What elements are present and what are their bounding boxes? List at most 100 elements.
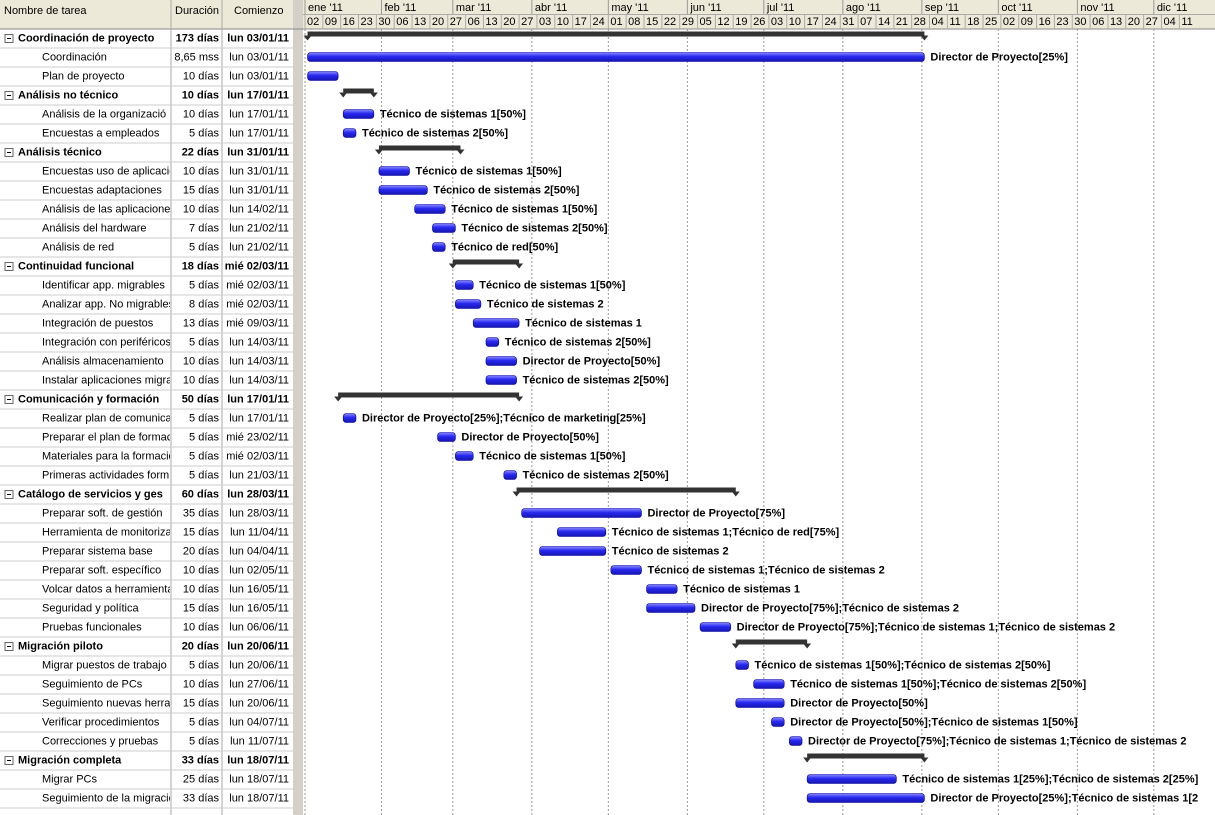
task-bar[interactable]: [455, 299, 482, 309]
task-bar[interactable]: [485, 356, 517, 366]
task-duration: 33 días: [182, 754, 219, 766]
task-name[interactable]: Análisis del hardware: [42, 222, 147, 234]
week-label: 28: [914, 16, 926, 28]
task-name[interactable]: Análisis almacenamiento: [42, 355, 164, 367]
task-name[interactable]: Continuidad funcional: [18, 260, 134, 272]
task-duration: 8 días: [189, 298, 219, 310]
task-bar[interactable]: [378, 185, 428, 195]
task-name[interactable]: Analizar app. No migrables: [42, 298, 175, 310]
task-bar[interactable]: [789, 736, 803, 746]
task-bar[interactable]: [610, 565, 642, 575]
task-bar[interactable]: [753, 679, 785, 689]
task-name[interactable]: Plan de proyecto: [42, 70, 125, 82]
task-bar[interactable]: [342, 128, 357, 138]
column-header[interactable]: Comienzo: [234, 5, 284, 17]
task-name[interactable]: Análisis técnico: [18, 146, 102, 158]
task-name[interactable]: Volcar datos a herramienta: [42, 583, 174, 595]
task-bar[interactable]: [503, 470, 517, 480]
task-name[interactable]: Coordinación de proyecto: [18, 32, 155, 44]
task-name[interactable]: Coordinación: [42, 51, 107, 63]
task-name[interactable]: Integración de puestos: [42, 317, 154, 329]
summary-bar: [516, 487, 736, 493]
task-name[interactable]: Análisis de las aplicacione: [42, 203, 170, 215]
task-name[interactable]: Seguimiento de la migració: [42, 792, 175, 804]
summary-end: [512, 491, 521, 497]
task-bar[interactable]: [472, 318, 520, 328]
task-bar[interactable]: [455, 451, 474, 461]
task-name[interactable]: Migrar PCs: [42, 773, 98, 785]
task-start: lun 03/01/11: [229, 70, 289, 82]
task-name[interactable]: Análisis no técnico: [18, 89, 119, 101]
task-name[interactable]: Preparar el plan de formac: [42, 431, 173, 443]
resource-label: Director de Proyecto[25%];Técnico de mar…: [362, 412, 646, 424]
task-name[interactable]: Comunicación y formación: [18, 393, 159, 405]
task-bar[interactable]: [539, 546, 607, 556]
task-bar[interactable]: [378, 166, 410, 176]
task-name[interactable]: Identificar app. migrables: [42, 279, 165, 291]
task-bar[interactable]: [455, 280, 474, 290]
task-name[interactable]: Migración completa: [18, 754, 122, 766]
task-name[interactable]: Pruebas funcionales: [42, 621, 142, 633]
week-label: 17: [575, 16, 587, 28]
task-name[interactable]: Primeras actividades form: [42, 469, 169, 481]
task-bar[interactable]: [485, 337, 500, 347]
week-label: 06: [1092, 16, 1104, 28]
task-bar[interactable]: [307, 71, 339, 81]
task-name[interactable]: Catálogo de servicios y ges: [18, 488, 163, 500]
task-name[interactable]: Encuestas adaptaciones: [42, 184, 162, 196]
task-name[interactable]: Análisis de red: [42, 241, 114, 253]
task-bar[interactable]: [699, 622, 731, 632]
task-bar[interactable]: [432, 223, 456, 233]
task-name[interactable]: Correcciones y pruebas: [42, 735, 159, 747]
task-name[interactable]: Realizar plan de comunicac: [42, 412, 178, 424]
summary-end: [803, 757, 812, 763]
task-bar[interactable]: [646, 584, 678, 594]
task-start: lun 18/07/11: [227, 754, 289, 766]
column-header[interactable]: Nombre de tarea: [4, 5, 87, 17]
task-name[interactable]: Preparar sistema base: [42, 545, 153, 557]
task-bar[interactable]: [771, 717, 785, 727]
task-name[interactable]: Herramienta de monitorizac: [42, 526, 178, 538]
month-label: abr '11: [535, 2, 567, 14]
task-name[interactable]: Seguridad y política: [42, 602, 139, 614]
task-name[interactable]: Seguimiento de PCs: [42, 678, 143, 690]
task-bar[interactable]: [485, 375, 517, 385]
task-name[interactable]: Seguimiento nuevas herrar: [42, 697, 174, 709]
task-bar[interactable]: [521, 508, 642, 518]
summary-bar: [452, 259, 520, 265]
month-label: mar '11: [456, 2, 492, 14]
task-name[interactable]: Integración con periféricos: [42, 336, 172, 348]
task-start: lun 28/03/11: [229, 507, 289, 519]
resource-label: Técnico de sistemas 2[50%]: [461, 222, 607, 234]
task-name[interactable]: Análisis de la organizació: [42, 108, 166, 120]
task-bar[interactable]: [432, 242, 446, 252]
task-bar[interactable]: [437, 432, 456, 442]
task-bar[interactable]: [806, 793, 925, 803]
summary-end: [515, 396, 524, 402]
task-bar[interactable]: [646, 603, 696, 613]
task-bar[interactable]: [806, 774, 897, 784]
task-start: lun 06/06/11: [229, 621, 289, 633]
task-name[interactable]: Instalar aplicaciones migra: [42, 374, 173, 386]
task-bar[interactable]: [414, 204, 446, 214]
task-name[interactable]: Preparar soft. de gestión: [42, 507, 162, 519]
task-name[interactable]: Materiales para la formació: [42, 450, 175, 462]
task-bar[interactable]: [557, 527, 607, 537]
task-duration: 5 días: [189, 450, 219, 462]
splitter[interactable]: [293, 0, 303, 815]
summary-end: [920, 35, 929, 41]
task-name[interactable]: Verificar procedimientos: [42, 716, 160, 728]
task-bar[interactable]: [735, 660, 749, 670]
task-bar[interactable]: [342, 413, 357, 423]
task-name[interactable]: Preparar soft. específico: [42, 564, 161, 576]
task-name[interactable]: Migración piloto: [18, 640, 103, 652]
column-header[interactable]: Duración: [175, 5, 219, 17]
task-start: lun 17/01/11: [229, 127, 289, 139]
task-bar[interactable]: [307, 52, 925, 62]
task-bar[interactable]: [342, 109, 375, 119]
task-bar[interactable]: [735, 698, 785, 708]
task-name[interactable]: Encuestas a empleados: [42, 127, 160, 139]
task-name[interactable]: Encuestas uso de aplicacio: [42, 165, 175, 177]
week-label: 17: [807, 16, 819, 28]
task-name[interactable]: Migrar puestos de trabajo: [42, 659, 167, 671]
